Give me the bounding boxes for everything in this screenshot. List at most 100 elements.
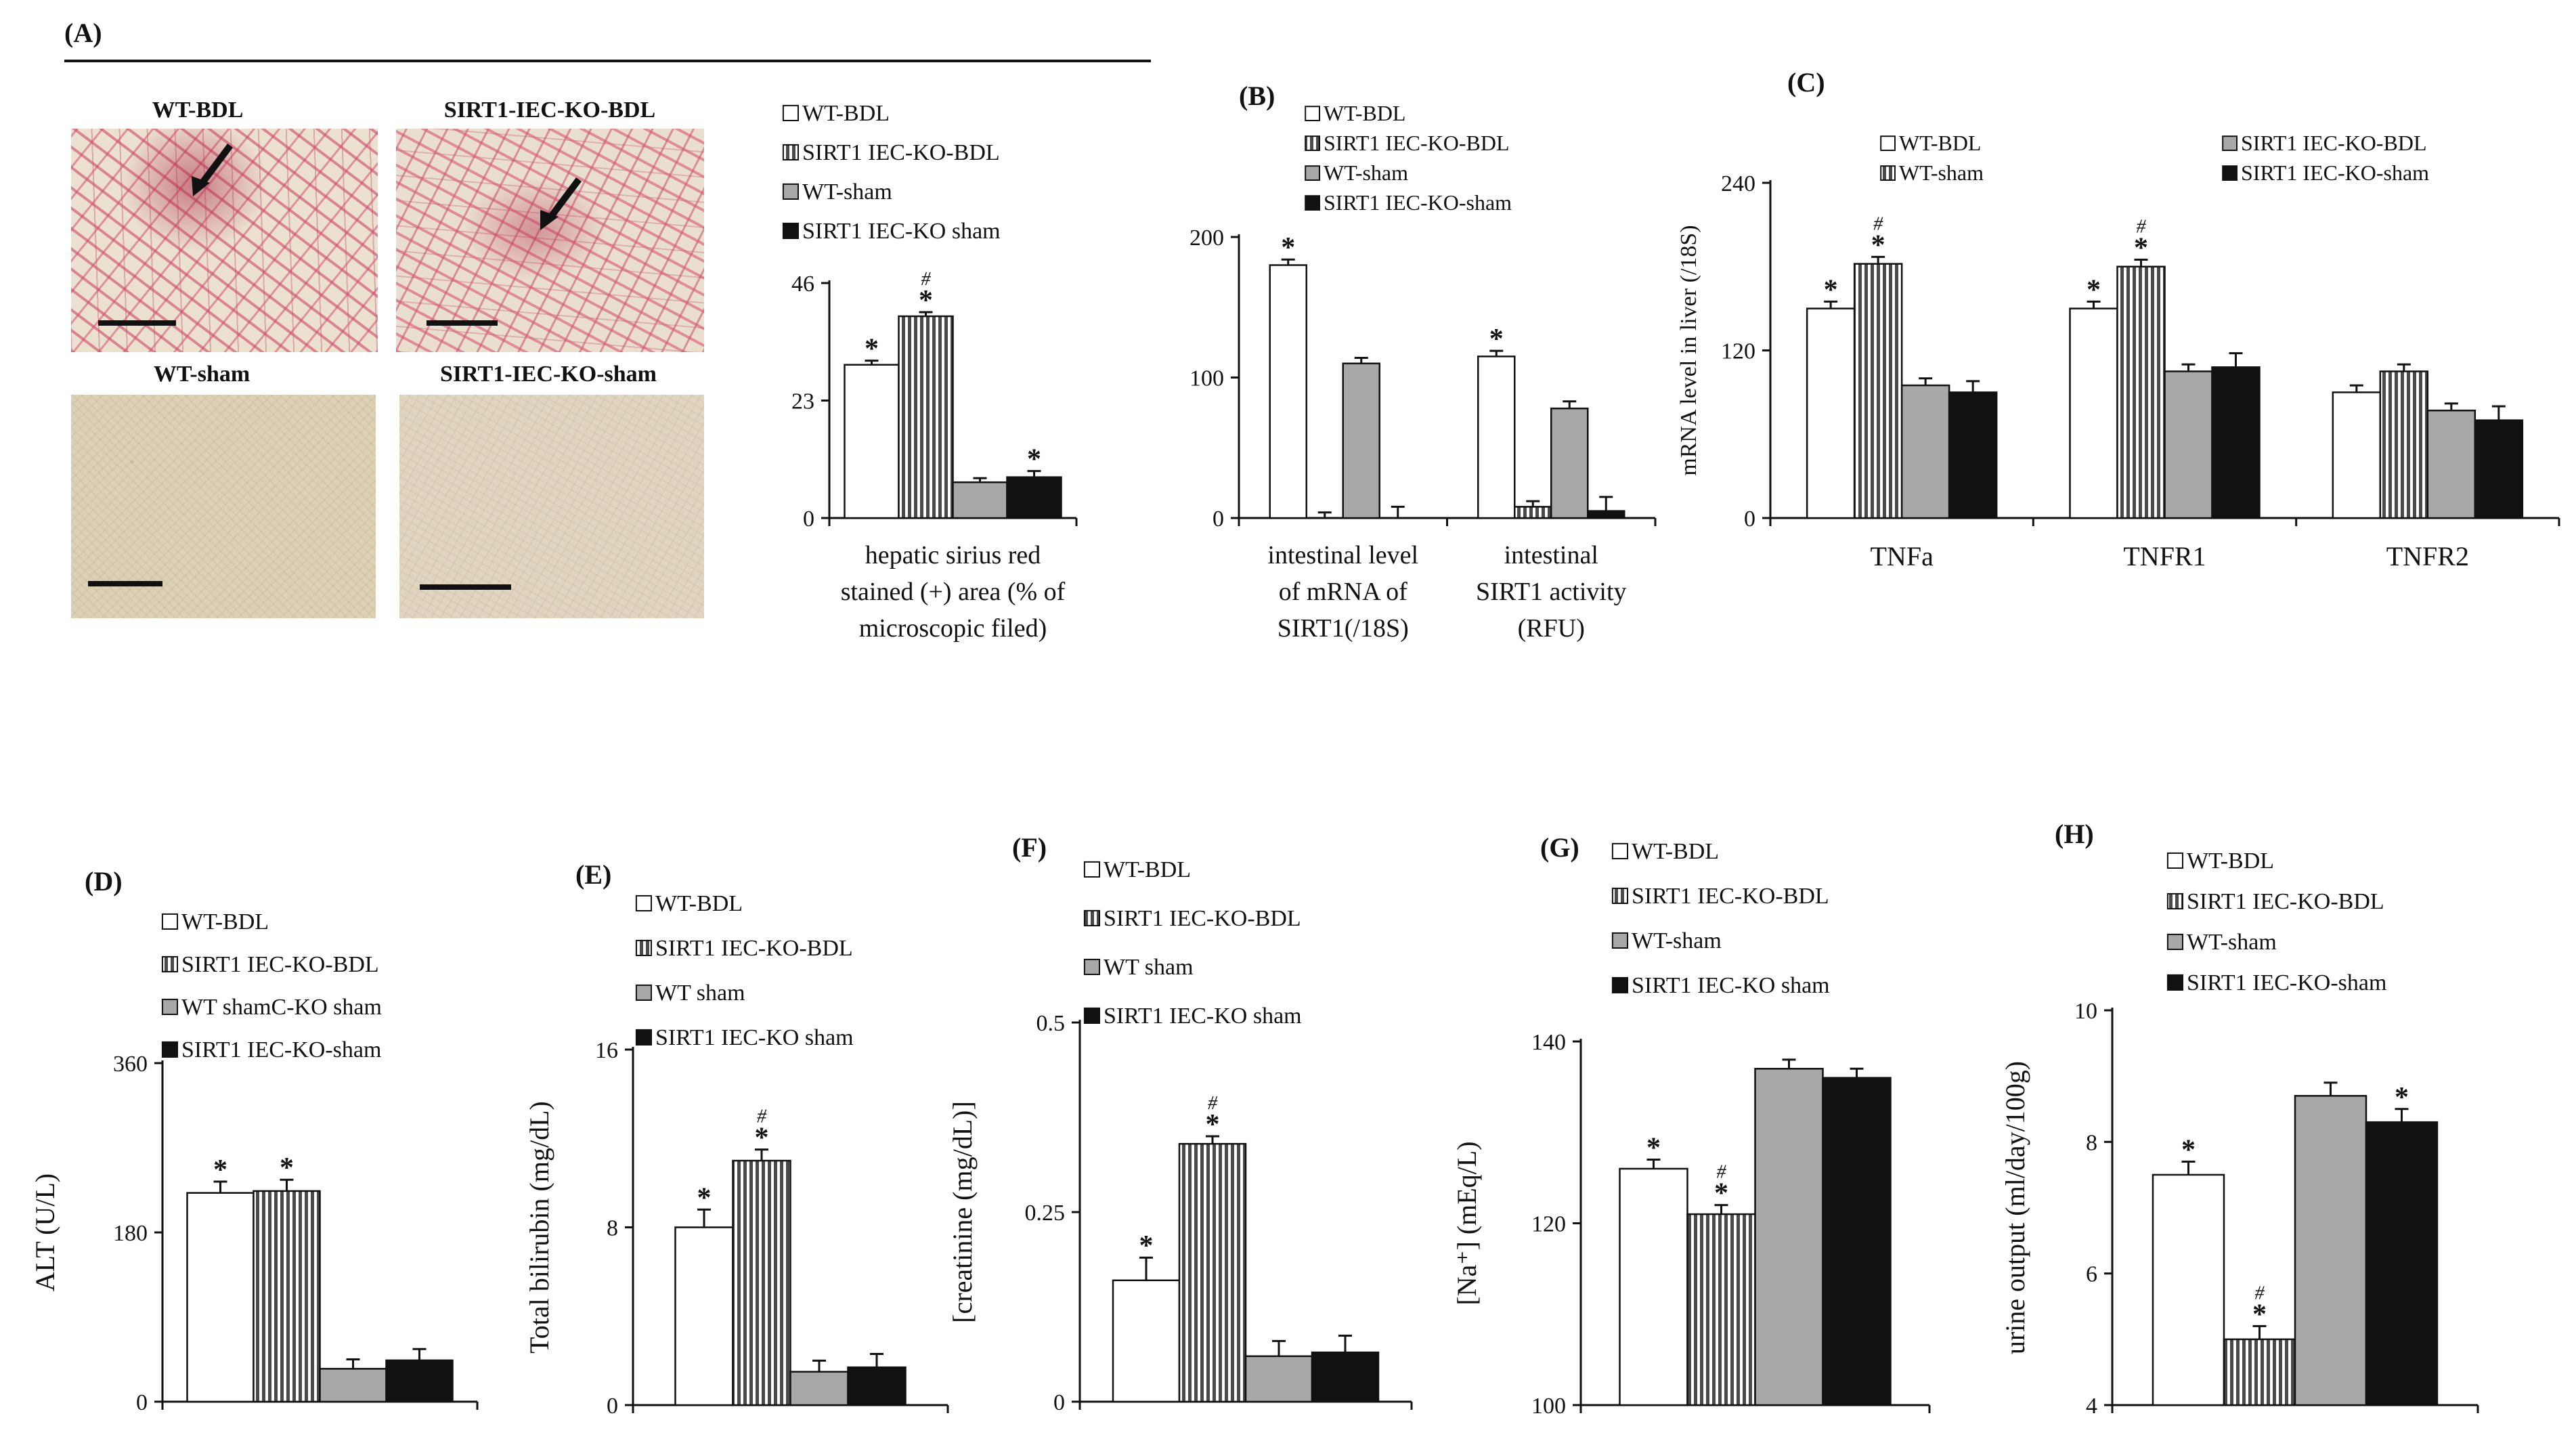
bar: [1948, 391, 1998, 519]
legend-swatch: [1083, 861, 1101, 878]
bar: [1112, 1279, 1181, 1403]
legend-label: WT-sham: [1632, 928, 1722, 953]
panel-b-label: (B): [1239, 81, 1275, 111]
y-tick-label: 0: [1053, 1390, 1065, 1415]
scale-bar: [98, 320, 176, 326]
y-tick-label: 120: [1721, 339, 1755, 364]
bar: [1006, 476, 1062, 519]
bar: [2223, 1338, 2296, 1406]
legend-swatch: [635, 984, 653, 1002]
legend-label: SIRT1 IEC-KO sham: [655, 1025, 854, 1050]
significance-star: *: [697, 1182, 712, 1213]
panel-f-label: (F): [1012, 832, 1047, 863]
legend-swatch: [1880, 135, 1896, 151]
micrograph-ko-sham: [399, 395, 704, 618]
y-tick-label: 0: [1213, 507, 1224, 532]
y-tick-label: 140: [1531, 1030, 1566, 1055]
legend-swatch: [782, 144, 800, 160]
legend-swatch: [2166, 933, 2183, 951]
y-tick-label: 0: [136, 1390, 148, 1415]
y-tick-label: 360: [113, 1052, 148, 1077]
y-tick-label: 8: [607, 1216, 618, 1241]
x-category-label: (RFU): [1518, 614, 1585, 643]
legend-swatch: [161, 1041, 178, 1058]
legend-swatch: [2222, 165, 2237, 181]
legend-swatch: [1611, 976, 1628, 994]
x-category-label: of mRNA of: [1279, 578, 1407, 606]
significance-hash: #: [1208, 1093, 1218, 1114]
legend-label: SIRT1 IEC-KO-BDL: [1324, 131, 1510, 155]
significance-hash: #: [1873, 213, 1883, 234]
bar: [844, 364, 900, 519]
legend-label: SIRT1 IEC-KO-BDL: [181, 952, 379, 977]
significance-star: *: [1027, 444, 1041, 475]
y-tick-label: 0: [607, 1394, 618, 1419]
bar: [2069, 307, 2118, 519]
legend-swatch: [1305, 195, 1320, 211]
significance-hash: #: [2255, 1283, 2265, 1304]
bar: [898, 315, 954, 519]
significance-star: *: [2181, 1134, 2196, 1165]
y-tick-label: 0: [803, 507, 814, 532]
bar: [2152, 1173, 2225, 1406]
bar: [1806, 307, 1856, 519]
panel-c-label: (C): [1787, 67, 1825, 98]
significance-star: *: [919, 285, 933, 316]
bar: [186, 1192, 255, 1403]
y-tick-label: 46: [791, 272, 814, 297]
bar: [732, 1159, 791, 1406]
bar: [1686, 1213, 1756, 1406]
legend-swatch: [782, 183, 800, 200]
significance-star: *: [280, 1153, 294, 1184]
x-category-label: TNFR2: [2386, 541, 2469, 572]
bar: [1244, 1355, 1313, 1403]
significance-star: *: [1489, 324, 1504, 355]
micrograph-title-wt-sham: WT-sham: [154, 362, 250, 387]
y-tick-label: 100: [1189, 366, 1224, 391]
legend-label: SIRT1 IEC-KO-BDL: [1104, 906, 1301, 931]
legend-label: WT-BDL: [802, 101, 890, 126]
bar: [1514, 506, 1552, 519]
bar: [1900, 384, 1950, 519]
arrow-icon: [192, 144, 233, 196]
bar: [1619, 1167, 1688, 1406]
scale-bar: [88, 581, 162, 586]
micrograph-title-wt-bdl: WT-BDL: [152, 98, 244, 123]
legend-swatch: [161, 913, 178, 930]
significance-star: *: [1646, 1133, 1661, 1164]
bar: [1342, 362, 1380, 519]
significance-star: *: [2087, 274, 2101, 305]
bar: [2379, 370, 2429, 519]
x-category-label: SIRT1(/18S): [1278, 614, 1409, 643]
legend-label: WT-BDL: [181, 909, 269, 934]
legend-swatch: [1305, 135, 1320, 151]
legend-label: SIRT1 IEC-KO-BDL: [2241, 131, 2427, 155]
y-tick-label: 8: [2086, 1130, 2097, 1155]
bar: [674, 1226, 734, 1406]
bar: [2474, 419, 2524, 519]
legend-label: SIRT1 IEC-KO sham: [1632, 973, 1830, 998]
scale-bar: [420, 584, 511, 590]
bar: [1587, 510, 1625, 519]
y-tick-label: 0: [1744, 507, 1755, 532]
chart-f: 00.250.5**#[creatinine (mg/dL)]WT-BDLSIR…: [947, 857, 1413, 1415]
bar: [1550, 407, 1589, 519]
y-axis-label: [creatinine (mg/dL)]: [947, 1101, 978, 1323]
legend-swatch: [635, 895, 653, 912]
significance-hash: #: [757, 1106, 767, 1127]
y-axis-label: [Na⁺] (mEq/L): [1451, 1141, 1482, 1305]
significance-star: *: [1714, 1178, 1728, 1209]
panel-h-label: (H): [2055, 819, 2094, 849]
bar: [319, 1368, 387, 1403]
legend-swatch: [161, 955, 178, 973]
significance-hash: #: [1717, 1162, 1727, 1183]
legend-swatch: [2166, 892, 2183, 910]
bar: [385, 1359, 454, 1403]
bar: [2164, 370, 2213, 519]
bar: [2332, 391, 2382, 519]
bar: [789, 1371, 849, 1406]
